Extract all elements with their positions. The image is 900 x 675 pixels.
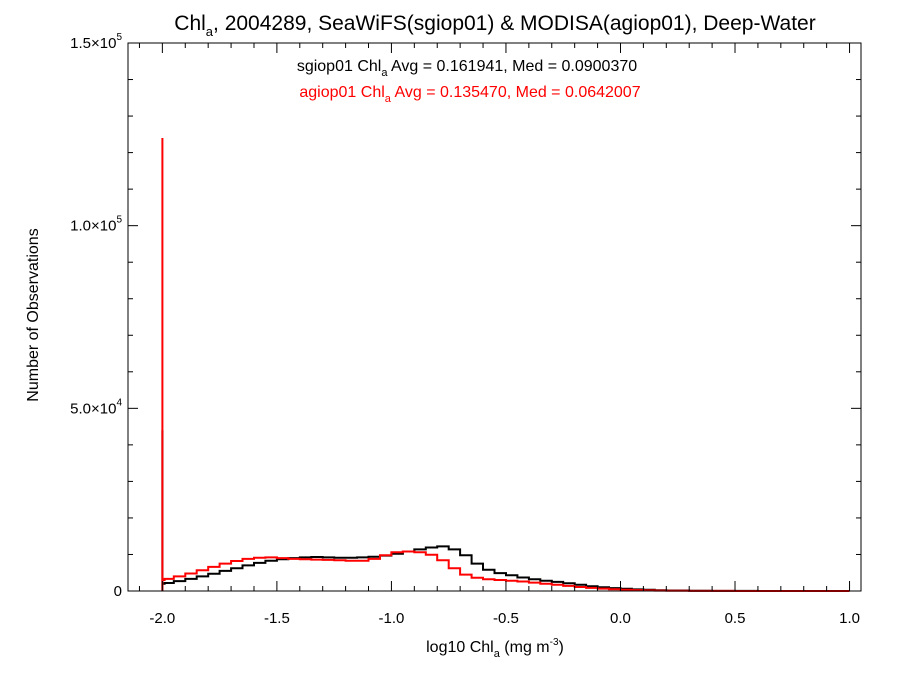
x-axis-label: log10 Chla (mg m-3) — [426, 637, 564, 660]
y-tick-label: 1.5×105 — [70, 32, 122, 52]
axes-layer: -2.0 -1.5 -1.0 -0.5 0.0 0.5 1.0 0 5.0×104 1.0×105… — [70, 32, 862, 627]
x-tick-label: -0.5 — [493, 610, 519, 627]
stats-agiop01: agiop01 Chla Avg = 0.135470, Med = 0.064… — [299, 84, 640, 105]
x-tick-label: 0.0 — [610, 610, 631, 627]
y-axis-label: Number of Observations — [25, 228, 42, 401]
x-tick-label: -2.0 — [149, 610, 175, 627]
x-tick-label: -1.0 — [378, 610, 404, 627]
y-tick-label: 1.0×105 — [70, 215, 122, 235]
stats-sgiop01: sgiop01 Chla Avg = 0.161941, Med = 0.090… — [297, 58, 637, 79]
y-tick-label: 0 — [114, 583, 122, 600]
plot-frame — [127, 42, 862, 592]
y-tick-label: 5.0×104 — [70, 397, 122, 417]
x-tick-label: 0.5 — [725, 610, 746, 627]
x-tick-label: -1.5 — [264, 610, 290, 627]
x-tick-label: 1.0 — [839, 610, 860, 627]
chart-title: Chla, 2004289, SeaWiFS(sgiop01) & MODISA… — [174, 12, 815, 39]
